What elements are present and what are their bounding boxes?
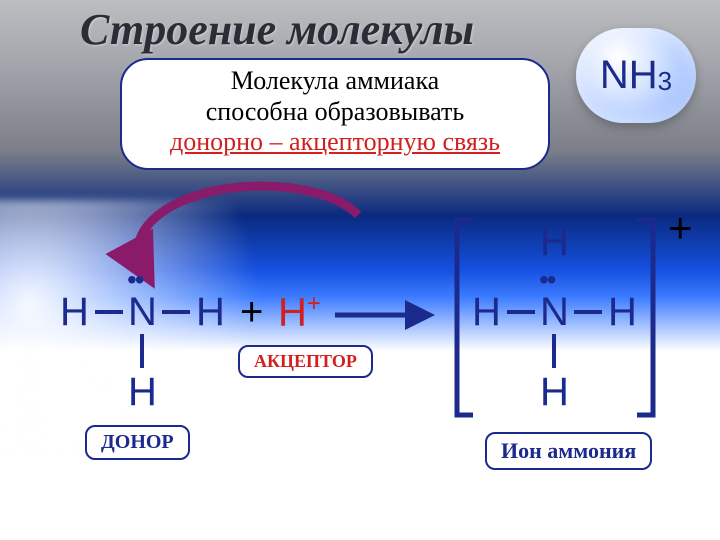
statement-line-3: донорно – акцепторную связь (140, 127, 530, 158)
slide: Строение молекулы NH3 Молекула аммиака с… (0, 0, 720, 540)
curved-arrow (100, 180, 390, 290)
statement-line-1: Молекула аммиака (140, 66, 530, 97)
donor-bonds (60, 290, 230, 420)
statement-line-2: способна образовывать (140, 97, 530, 128)
acceptor-h: H+ (278, 290, 321, 335)
acceptor-label-box: АКЦЕПТОР (238, 345, 373, 378)
acceptor-charge: + (307, 290, 321, 317)
formula-subscript: 3 (658, 66, 672, 97)
reaction-arrow (335, 300, 445, 330)
reaction-diagram: H N •• H H + H+ H •• N H H (0, 200, 720, 500)
formula-bubble: NH3 (576, 28, 696, 123)
statement-box: Молекула аммиака способна образовывать д… (120, 58, 550, 170)
formula-element: NH (600, 53, 658, 98)
plus-sign: + (240, 290, 263, 335)
slide-title: Строение молекулы (80, 4, 474, 55)
donor-label-box: ДОНОР (85, 425, 190, 460)
acceptor-h-text: H (278, 290, 307, 334)
product-charge: + (668, 204, 693, 252)
product-brackets (455, 215, 660, 425)
ion-label-box: Ион аммония (485, 432, 652, 470)
